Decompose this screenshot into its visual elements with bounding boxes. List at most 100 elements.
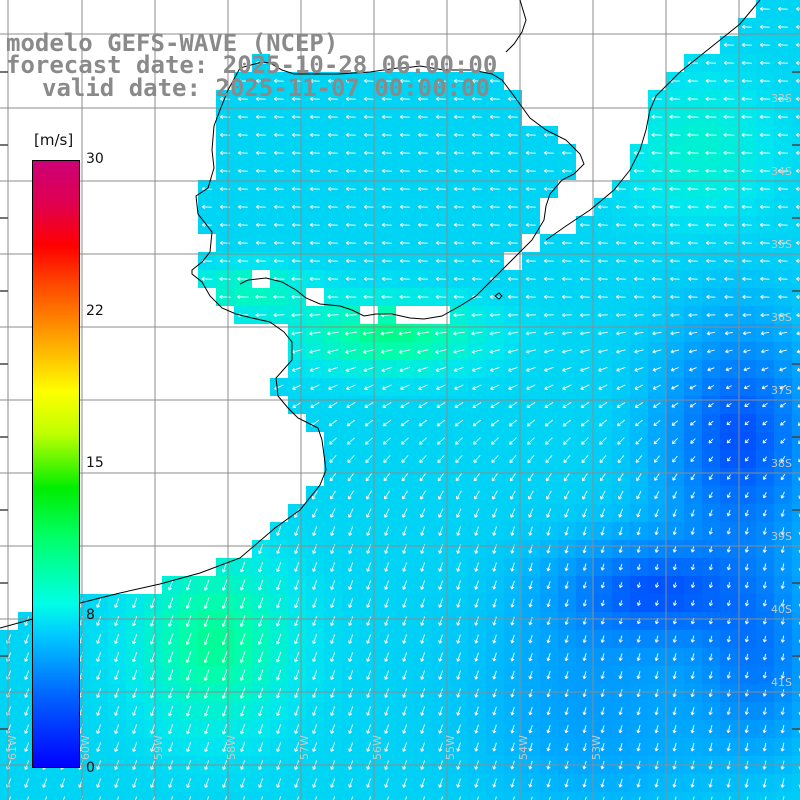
wind-arrow [309, 258, 320, 263]
wind-arrow [708, 724, 713, 734]
wind-arrow [744, 456, 749, 462]
wind-arrow [329, 472, 337, 482]
wind-arrow [687, 132, 699, 137]
wind-arrow [276, 724, 282, 735]
wind-arrow [779, 402, 787, 408]
wind-arrow [456, 526, 461, 536]
wind-arrow [615, 276, 626, 281]
wind-arrow [777, 222, 788, 227]
wind-arrow [528, 706, 533, 716]
wind-cell [792, 486, 800, 504]
wind-arrow [584, 796, 587, 800]
wind-arrow [636, 706, 641, 716]
wind-arrow [363, 168, 374, 173]
wind-arrow [723, 186, 735, 191]
wind-arrow [562, 402, 572, 409]
wind-arrow [474, 598, 479, 608]
wind-arrow [237, 222, 248, 227]
wind-arrow [294, 688, 300, 699]
wind-arrow [309, 114, 320, 119]
wind-arrow [328, 437, 337, 445]
wind-arrow [276, 526, 282, 537]
wind-arrow [363, 204, 374, 209]
wind-arrow [399, 150, 410, 155]
wind-arrow [636, 582, 642, 588]
wind-arrow [582, 742, 587, 752]
wind-arrow [327, 204, 338, 209]
wind-arrow [689, 420, 696, 426]
wind-arrow [255, 168, 266, 173]
wind-arrow [438, 634, 443, 644]
wind-arrow [509, 437, 517, 445]
wind-arrow [273, 222, 284, 227]
wind-arrow [381, 294, 393, 299]
wind-arrow [671, 384, 679, 390]
wind-arrow [723, 78, 735, 83]
wind-arrow [690, 706, 695, 716]
wind-arrow [380, 349, 393, 354]
wind-arrow [759, 42, 770, 47]
wind-arrow [292, 402, 302, 409]
wind-arrow [705, 204, 717, 209]
wind-arrow [365, 490, 372, 500]
wind-arrow [672, 778, 677, 788]
wind-arrow [651, 276, 662, 281]
wind-arrow [651, 168, 663, 173]
wind-arrow [453, 114, 464, 119]
wind-arrow [416, 331, 430, 336]
wind-arrow [672, 653, 677, 662]
wind-arrow [600, 671, 605, 680]
wind-arrow [438, 580, 444, 590]
wind-arrow [636, 742, 641, 752]
wind-arrow [651, 222, 663, 227]
wind-arrow [384, 598, 390, 608]
wind-arrow [690, 491, 696, 499]
lat-label: 37S [771, 384, 792, 397]
wind-arrow [362, 331, 376, 336]
wind-arrow [329, 455, 337, 464]
wind-arrow [651, 258, 662, 263]
wind-arrow [527, 472, 535, 482]
lat-label: 34S [771, 165, 792, 178]
wind-arrow [363, 96, 374, 101]
wind-arrow [525, 150, 536, 155]
wind-arrow [618, 742, 623, 752]
wind-arrow [330, 634, 336, 644]
wind-arrow [600, 490, 606, 500]
wind-arrow [383, 472, 391, 482]
wind-arrow [777, 204, 788, 209]
wind-arrow [672, 724, 677, 734]
wind-arrow [705, 222, 717, 227]
wind-arrow [420, 670, 426, 680]
wind-arrow [453, 366, 464, 372]
wind-cell [396, 792, 414, 800]
wind-arrow [456, 724, 461, 734]
wind-arrow [402, 562, 408, 572]
wind-arrow [743, 385, 750, 390]
wind-arrow [170, 796, 174, 800]
wind-arrow [398, 349, 411, 354]
wind-arrow [618, 671, 623, 680]
wind-arrow [239, 687, 246, 699]
wind-arrow [526, 366, 536, 372]
wind-arrow [330, 742, 336, 752]
wind-arrow [276, 597, 282, 609]
wind-arrow [544, 419, 554, 427]
wind-arrow [597, 276, 608, 281]
wind-arrow [618, 526, 623, 536]
wind-arrow [400, 419, 410, 427]
wind-arrow [294, 597, 300, 609]
wind-arrow [348, 724, 354, 734]
wind-arrow [636, 508, 642, 518]
wind-arrow [546, 742, 551, 752]
wind-cell [792, 792, 800, 800]
wind-arrow [600, 742, 605, 752]
wind-arrow [401, 490, 408, 500]
wind-arrow [780, 599, 785, 607]
wind-arrow [453, 222, 464, 227]
wind-arrow [453, 331, 465, 336]
wind-arrow [546, 562, 551, 572]
wind-arrow [762, 456, 768, 462]
wind-arrow [651, 186, 663, 191]
wind-arrow [186, 778, 192, 788]
